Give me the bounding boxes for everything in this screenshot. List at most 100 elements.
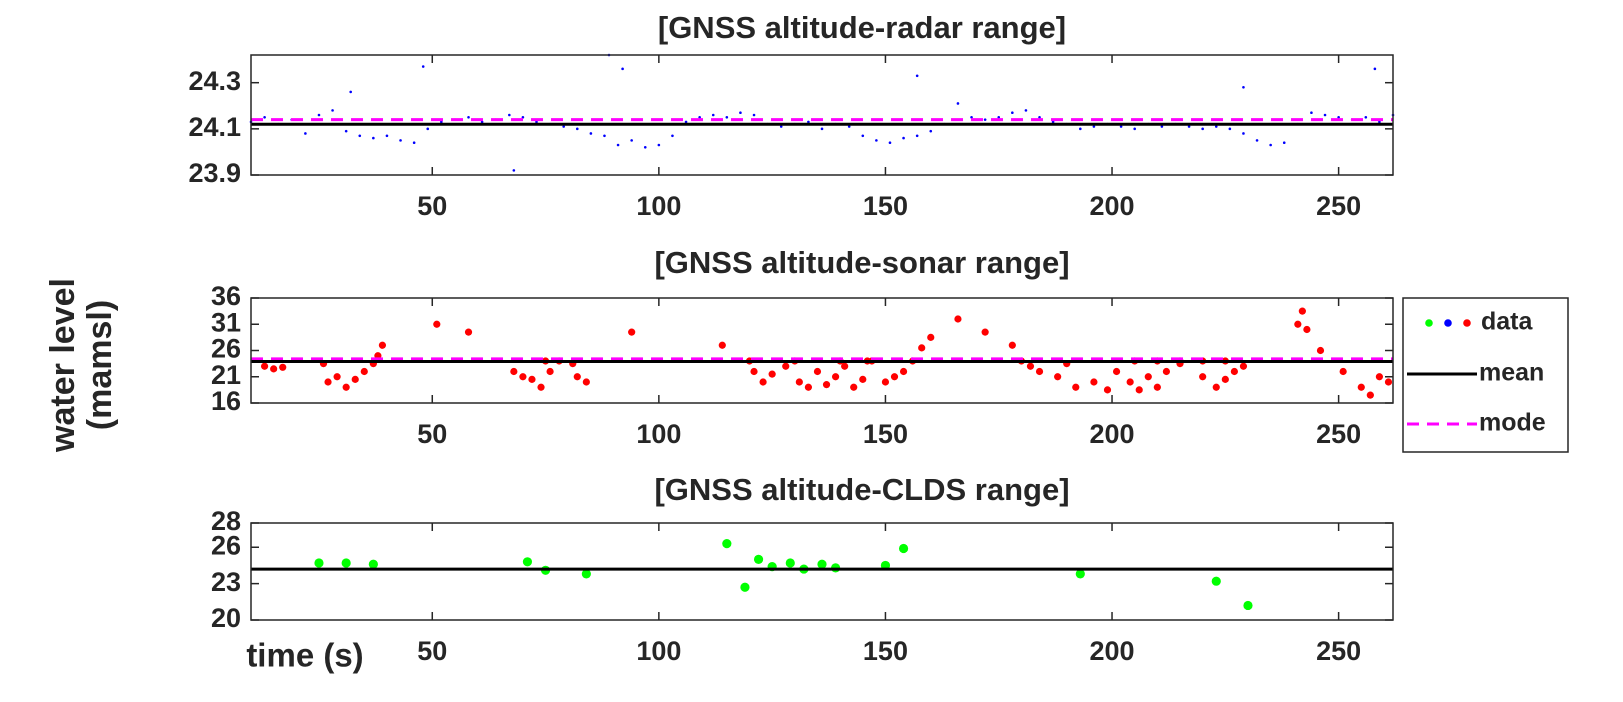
data-point: [360, 367, 368, 376]
data-point: [817, 559, 827, 569]
data-point: [1303, 325, 1311, 334]
data-point: [1212, 383, 1220, 391]
data-point: [643, 146, 647, 149]
data-point: [1092, 125, 1096, 128]
data-point: [822, 381, 831, 389]
data-point: [1160, 125, 1164, 128]
data-point: [759, 378, 767, 386]
y-tick-label: 24.1: [188, 112, 241, 142]
data-point: [562, 125, 565, 128]
axes-box: [250, 54, 1394, 176]
data-point: [510, 367, 518, 376]
data-point: [1090, 378, 1098, 386]
data-point: [1323, 113, 1327, 117]
data-point: [1298, 307, 1306, 315]
data-point: [722, 539, 732, 549]
data-point: [440, 120, 443, 124]
x-tick-label: 150: [863, 636, 908, 666]
data-point: [573, 373, 581, 381]
data-point: [753, 554, 764, 564]
data-point: [263, 116, 266, 119]
data-point: [671, 134, 674, 138]
x-tick-label: 100: [636, 636, 681, 666]
data-point: [1011, 111, 1014, 114]
y-tick-label: 26: [211, 334, 241, 364]
y-tick-label: 23.9: [188, 158, 241, 188]
data-point: [349, 90, 352, 94]
data-point: [464, 328, 473, 336]
data-point: [1384, 378, 1393, 386]
data-point: [582, 378, 590, 386]
data-point: [1112, 367, 1121, 376]
data-point: [918, 344, 926, 352]
data-point: [1075, 569, 1085, 579]
data-point: [954, 315, 962, 323]
data-point: [1079, 127, 1082, 131]
data-point: [1239, 362, 1248, 370]
data-point: [1126, 378, 1134, 386]
plot-area: [251, 298, 1393, 403]
y-tick-label: 36: [211, 281, 241, 311]
data-point: [628, 328, 636, 336]
data-point: [1357, 383, 1365, 391]
data-point: [1339, 367, 1347, 376]
data-point: [358, 134, 362, 138]
data-point: [372, 136, 375, 140]
data-point: [970, 116, 973, 119]
data-point: [718, 341, 726, 349]
data-point: [1269, 143, 1272, 147]
data-point: [1230, 367, 1238, 376]
data-point: [785, 558, 795, 568]
data-point: [546, 367, 554, 376]
data-point: [831, 373, 840, 381]
data-point: [467, 116, 470, 119]
x-tick-label: 200: [1090, 191, 1135, 221]
data-point: [528, 375, 536, 383]
y-axis-label: (mamsl): [81, 300, 119, 430]
data-point: [983, 118, 987, 121]
data-point: [480, 120, 484, 124]
data-point: [535, 120, 538, 124]
data-point: [270, 365, 278, 373]
data-point: [537, 383, 545, 391]
data-point: [426, 127, 430, 131]
data-point: [847, 125, 851, 128]
y-tick-label: 24.3: [188, 66, 241, 96]
x-tick-label: 100: [636, 419, 681, 449]
data-point: [1294, 320, 1302, 328]
x-tick-label: 150: [863, 191, 908, 221]
data-point: [881, 378, 890, 386]
data-point: [575, 127, 579, 131]
data-point: [850, 383, 858, 391]
data-point: [512, 169, 516, 172]
y-tick-label: 23: [211, 567, 241, 597]
data-point: [1153, 383, 1161, 391]
x-tick-label: 100: [636, 191, 681, 221]
data-point: [902, 136, 905, 140]
data-point: [1255, 139, 1259, 142]
data-point: [782, 362, 790, 370]
data-point: [684, 120, 688, 124]
x-tick-label: 200: [1090, 419, 1135, 449]
x-tick-label: 250: [1316, 419, 1361, 449]
data-point: [630, 139, 633, 142]
data-point: [385, 134, 389, 138]
data-point: [779, 125, 783, 128]
data-point: [314, 558, 324, 568]
data-point: [752, 113, 756, 117]
data-point: [603, 134, 606, 138]
y-tick-label: 20: [211, 603, 241, 633]
data-point: [813, 367, 822, 376]
data-point: [344, 129, 348, 133]
legend-label: mode: [1479, 409, 1546, 437]
chart-title: [GNSS altitude-sonar range]: [654, 245, 1069, 280]
data-point: [915, 134, 919, 138]
data-point: [841, 362, 849, 370]
data-point: [279, 363, 287, 371]
data-point: [1144, 373, 1152, 381]
data-point: [522, 557, 533, 567]
data-point: [519, 373, 527, 381]
data-point: [412, 141, 416, 144]
x-axis-label: time (s): [246, 637, 363, 674]
data-point: [342, 383, 350, 391]
